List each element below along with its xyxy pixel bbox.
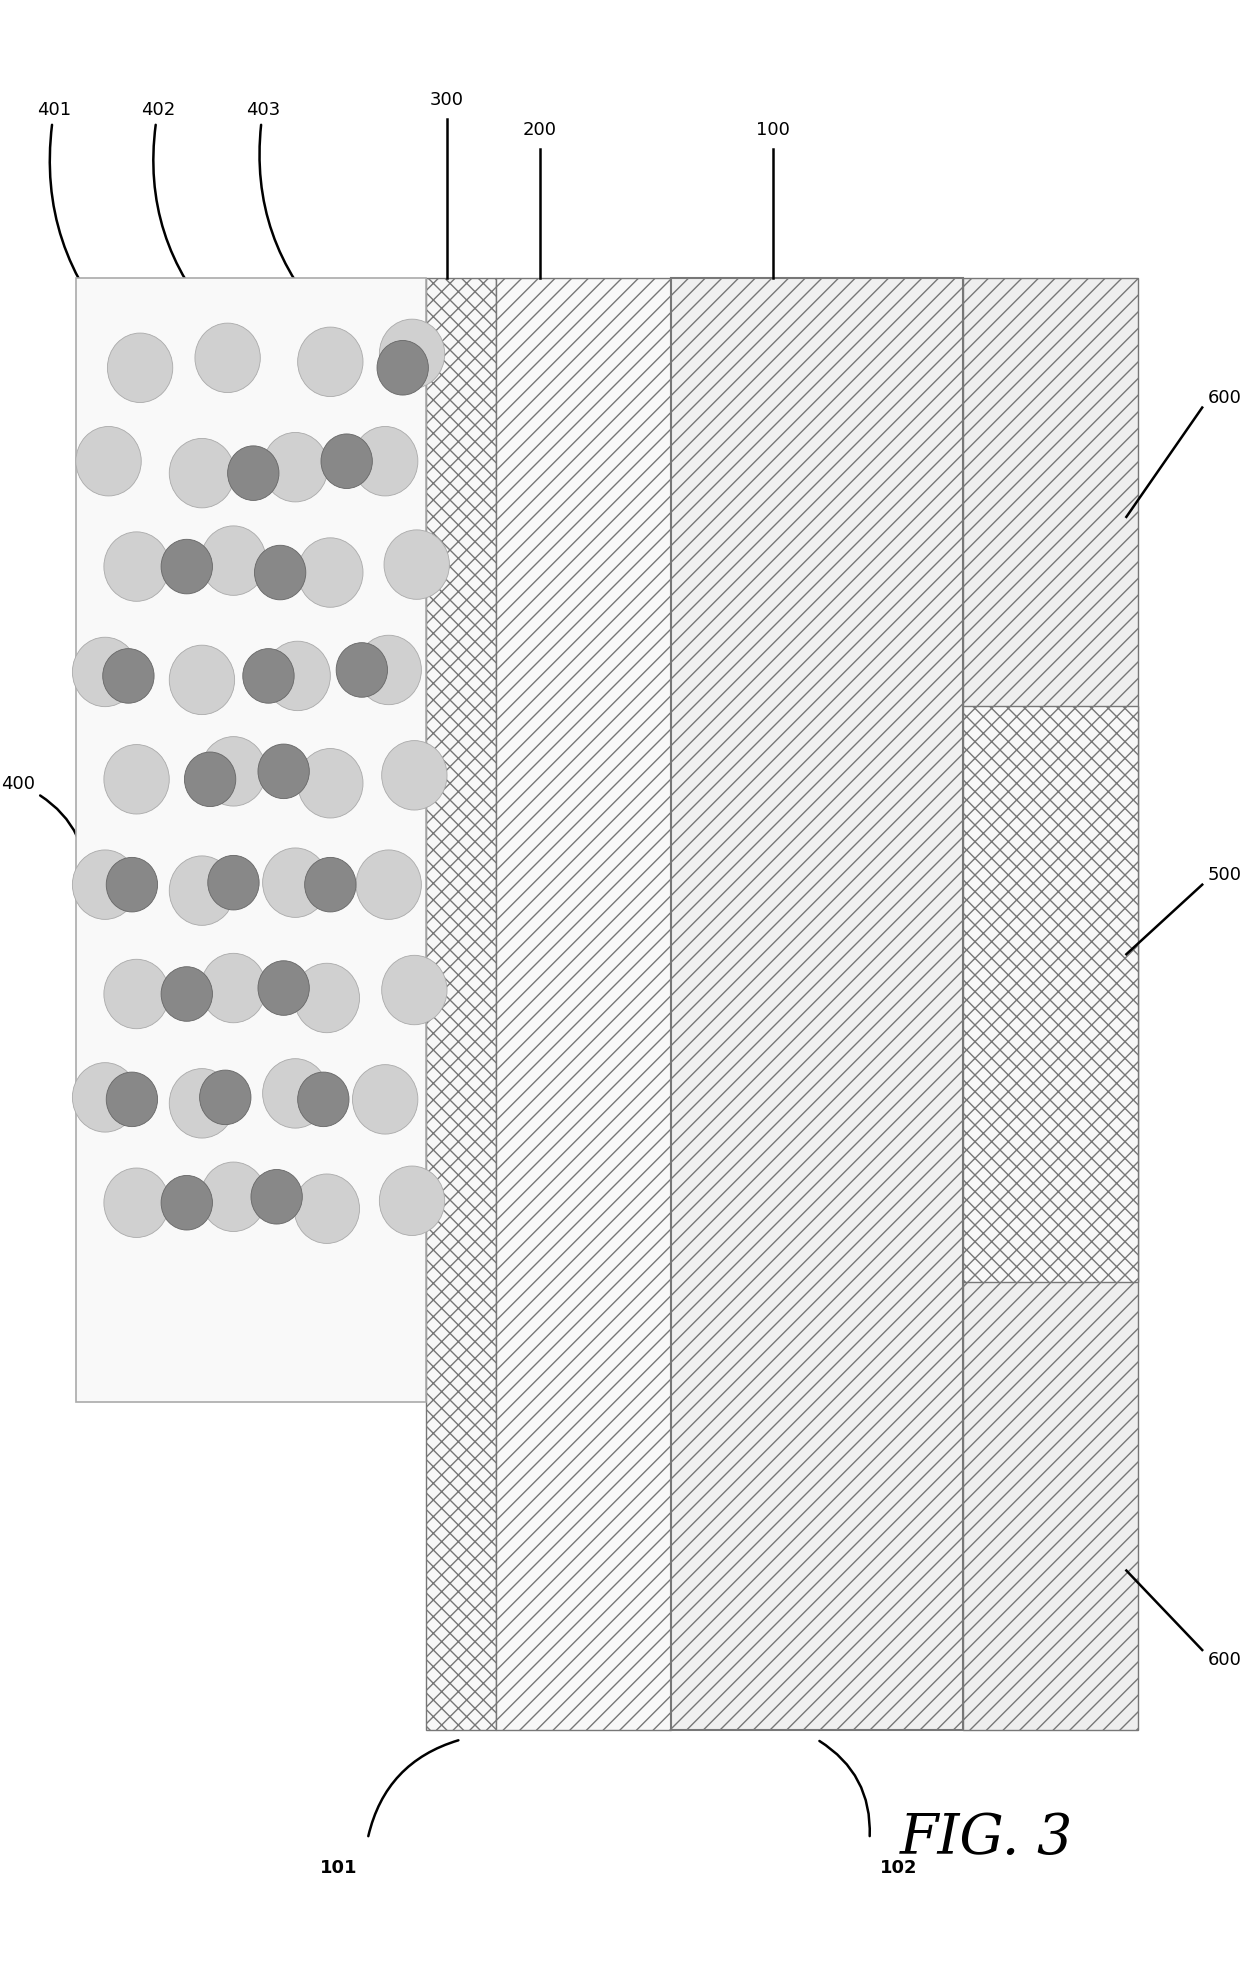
Ellipse shape [265,642,330,710]
Ellipse shape [250,1169,303,1225]
Ellipse shape [254,545,306,600]
Ellipse shape [298,539,363,606]
Ellipse shape [200,1070,250,1125]
Ellipse shape [104,960,169,1028]
Text: 101: 101 [320,1859,357,1877]
Bar [496,278,671,1730]
Ellipse shape [382,956,448,1024]
Ellipse shape [201,1163,267,1231]
Ellipse shape [201,954,267,1022]
Ellipse shape [161,539,212,594]
Ellipse shape [352,1066,418,1133]
Ellipse shape [72,1064,138,1131]
Text: 401: 401 [37,101,123,340]
Ellipse shape [169,439,234,507]
Ellipse shape [104,533,169,600]
Ellipse shape [263,1060,329,1127]
Text: 200: 200 [523,121,557,139]
Ellipse shape [228,445,279,501]
Bar [76,278,427,1402]
Bar [963,706,1138,1282]
Text: 500: 500 [1208,865,1240,885]
Ellipse shape [263,433,329,501]
Ellipse shape [379,1167,445,1235]
Ellipse shape [72,851,138,918]
Ellipse shape [258,960,309,1016]
Ellipse shape [201,738,267,805]
Text: 102: 102 [880,1859,918,1877]
Ellipse shape [294,1175,360,1242]
Text: 600: 600 [1208,388,1240,408]
Ellipse shape [185,751,236,807]
Ellipse shape [294,964,360,1032]
Ellipse shape [169,646,234,714]
Ellipse shape [195,324,260,392]
Ellipse shape [258,744,309,799]
Ellipse shape [208,855,259,911]
Text: 600: 600 [1208,1650,1240,1670]
Ellipse shape [305,857,356,912]
Ellipse shape [356,636,422,704]
Ellipse shape [161,1175,212,1231]
Ellipse shape [104,746,169,813]
Ellipse shape [169,1070,234,1137]
Ellipse shape [352,427,418,495]
Ellipse shape [336,642,388,698]
Ellipse shape [169,857,234,924]
Text: FIG. 3: FIG. 3 [900,1811,1073,1867]
Ellipse shape [103,648,154,704]
Ellipse shape [72,638,138,706]
Ellipse shape [263,849,329,916]
Bar [963,278,1138,1730]
Ellipse shape [298,1072,348,1127]
Ellipse shape [298,749,363,817]
Ellipse shape [377,340,428,396]
Ellipse shape [379,320,445,388]
Bar [671,278,963,1730]
Ellipse shape [76,427,141,495]
Ellipse shape [107,1072,157,1127]
Ellipse shape [161,966,212,1022]
Ellipse shape [107,857,157,912]
Ellipse shape [108,334,172,402]
Ellipse shape [356,851,422,918]
Ellipse shape [104,1169,169,1237]
Ellipse shape [201,527,267,594]
Text: 100: 100 [756,121,790,139]
Ellipse shape [298,328,363,396]
Text: 300: 300 [430,91,464,109]
Ellipse shape [382,742,448,809]
Ellipse shape [384,531,449,598]
Bar [427,278,496,1730]
Ellipse shape [243,648,294,704]
Text: 402: 402 [141,101,219,326]
Ellipse shape [321,433,372,489]
Text: 400: 400 [1,775,88,893]
Text: 403: 403 [246,101,331,326]
